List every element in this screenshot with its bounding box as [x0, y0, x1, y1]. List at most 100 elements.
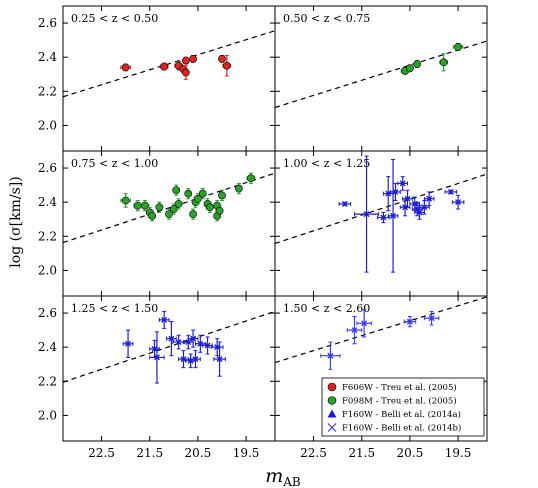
data-point [122, 329, 134, 358]
marker-circle [215, 206, 224, 215]
data-point [320, 341, 341, 370]
y-tick-label: 2.2 [38, 84, 57, 98]
marker-x [327, 352, 334, 359]
y-tick-label: 2.0 [38, 118, 57, 132]
data-point [149, 331, 165, 384]
data-point [377, 211, 390, 224]
marker-circle [155, 203, 164, 212]
marker-x [447, 188, 454, 195]
marker-circle [189, 54, 197, 63]
data-point [172, 184, 181, 196]
data-point [356, 309, 372, 338]
legend-marker-circle [327, 396, 337, 405]
legend-marker-circle [327, 382, 337, 392]
redshift-label: 0.25 < z < 0.50 [71, 12, 158, 25]
y-tick-label: 2.6 [38, 161, 57, 175]
x-tick-label: 19.5 [445, 446, 472, 460]
data-point [397, 176, 408, 191]
marker-circle [174, 199, 183, 208]
data-point [149, 339, 160, 358]
marker-circle [406, 64, 414, 73]
x-axis-label: mAB [265, 465, 301, 488]
marker-circle [247, 174, 255, 183]
y-tick-label: 2.6 [38, 306, 57, 320]
marker-x [192, 356, 199, 363]
fit-line [274, 40, 488, 109]
data-point [202, 336, 213, 355]
marker-x [421, 204, 428, 211]
marker-circle [189, 210, 197, 219]
data-point [402, 189, 413, 208]
data-point [444, 188, 458, 195]
data-point [439, 53, 448, 72]
data-point [423, 310, 440, 326]
marker-x [161, 316, 168, 323]
marker-x [385, 190, 392, 197]
marker-circle [181, 56, 190, 65]
marker-circle [413, 60, 422, 68]
legend-entry: F606W - Treu et al. (2005) [342, 382, 457, 393]
fit-line [62, 310, 276, 383]
marker-x [153, 354, 160, 361]
redshift-label: 0.75 < z < 1.00 [71, 157, 158, 170]
y-tick-label: 2.0 [38, 408, 57, 422]
marker-x [404, 195, 411, 202]
marker-x [151, 345, 158, 352]
panel-4: 1.00 < z < 1.25 [274, 150, 488, 297]
marker-x [402, 204, 409, 211]
data-point [178, 350, 189, 369]
redshift-label: 1.25 < z < 1.50 [71, 302, 158, 315]
marker-circle [160, 62, 169, 71]
data-point [413, 60, 422, 68]
marker-x [406, 318, 413, 325]
panel-frame [274, 295, 488, 442]
marker-circle [198, 189, 207, 198]
legend: F606W - Treu et al. (2005) F098M - Treu e… [321, 377, 485, 437]
y-tick-label: 2.4 [38, 195, 57, 209]
data-point [174, 198, 183, 210]
panel-frame [274, 150, 488, 297]
legend-marker-triangle [327, 409, 337, 418]
legend-entry: F098M - Treu et al. (2005) [342, 396, 457, 407]
fit-line [62, 172, 276, 244]
data-point [159, 62, 169, 71]
data-point [451, 194, 465, 210]
marker-circle [184, 189, 193, 198]
data-point [155, 201, 164, 213]
panel-1: 2.0 2.2 2.4 2.6 0.25 < z < 0.50 [38, 5, 276, 152]
marker-x [341, 200, 348, 207]
x-tick-label: 19.5 [233, 446, 260, 460]
data-point [222, 54, 232, 77]
redshift-label: 1.00 < z < 1.25 [283, 157, 370, 170]
data-point [382, 176, 394, 212]
redshift-label: 0.50 < z < 0.75 [283, 12, 370, 25]
data-point [195, 334, 206, 353]
data-point [452, 43, 464, 51]
x-tick-label: 21.5 [136, 446, 163, 460]
fit-line [274, 296, 488, 364]
marker-circle [222, 61, 231, 70]
marker-x [363, 211, 370, 218]
marker-circle [439, 58, 448, 67]
marker-x [214, 344, 221, 351]
legend-entry: F160W - Belli et al. (2014a) [342, 409, 461, 420]
y-tick-label: 2.4 [38, 50, 57, 64]
marker-circle [121, 63, 130, 72]
marker-x [361, 320, 368, 327]
x-tick-label: 20.5 [397, 446, 424, 460]
y-tick-label: 2.2 [38, 229, 57, 243]
data-point [246, 172, 256, 184]
marker-x [455, 199, 462, 206]
data-point [165, 208, 173, 220]
legend-entry: F160W - Belli et al. (2014b) [342, 423, 461, 434]
data-point [234, 182, 243, 195]
data-point [172, 334, 185, 350]
legend-box [321, 377, 485, 437]
data-point [198, 188, 207, 200]
panel-2: 0.50 < z < 0.75 [274, 5, 488, 152]
marker-x [125, 340, 132, 347]
marker-x [380, 214, 387, 221]
marker-x [190, 335, 197, 342]
data-point [140, 199, 150, 212]
